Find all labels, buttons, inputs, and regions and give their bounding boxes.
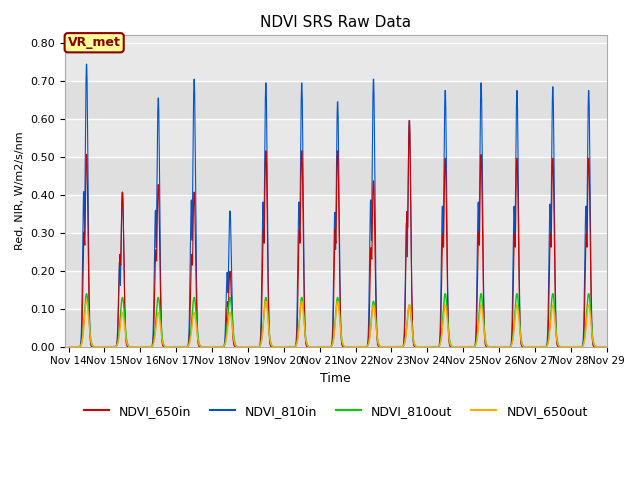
NDVI_650out [314,344,322,349]
NDVI_650in [304,344,312,349]
Text: VR_met: VR_met [68,36,120,49]
X-axis label: Time: Time [321,372,351,385]
NDVI_650in [405,118,413,123]
NDVI_810out [371,310,379,315]
NDVI_650out [603,344,611,349]
NDVI_810out [314,344,322,349]
Y-axis label: Red, NIR, W/m2/s/nm: Red, NIR, W/m2/s/nm [15,132,25,251]
NDVI_810in [305,344,312,349]
NDVI_650in [65,344,72,349]
NDVI_810out [305,344,312,349]
Bar [65,81,607,119]
Line: NDVI_810in: NDVI_810in [68,64,607,347]
NDVI_650in [129,344,136,349]
NDVI_650in [293,334,301,339]
Line: NDVI_650in: NDVI_650in [68,120,607,347]
NDVI_810out [83,291,90,297]
Line: NDVI_810out: NDVI_810out [68,294,607,347]
NDVI_810out [107,344,115,349]
NDVI_810in [65,344,72,349]
NDVI_810out [293,338,301,344]
NDVI_650in [603,344,611,349]
NDVI_810in [107,344,115,349]
NDVI_650out [107,344,115,349]
NDVI_810in [293,300,301,305]
NDVI_810in [371,203,379,208]
NDVI_810in [314,344,322,349]
NDVI_650out [305,344,312,349]
Line: NDVI_650out: NDVI_650out [68,301,607,347]
NDVI_650out [65,344,72,349]
NDVI_650in [314,344,322,349]
NDVI_650out [371,312,379,318]
NDVI_650in [371,231,379,237]
NDVI_810out [129,344,136,349]
NDVI_650in [106,344,114,349]
Title: NDVI SRS Raw Data: NDVI SRS Raw Data [260,15,412,30]
NDVI_810in [603,344,611,349]
Bar [65,309,607,347]
Bar [65,233,607,271]
Bar [65,157,607,195]
NDVI_810in [83,61,90,67]
NDVI_810out [65,344,72,349]
NDVI_650out [293,339,301,345]
Legend: NDVI_650in, NDVI_810in, NDVI_810out, NDVI_650out: NDVI_650in, NDVI_810in, NDVI_810out, NDV… [79,400,593,423]
NDVI_810in [129,344,136,349]
NDVI_650out [129,344,136,349]
NDVI_650out [83,299,90,304]
NDVI_810out [603,344,611,349]
